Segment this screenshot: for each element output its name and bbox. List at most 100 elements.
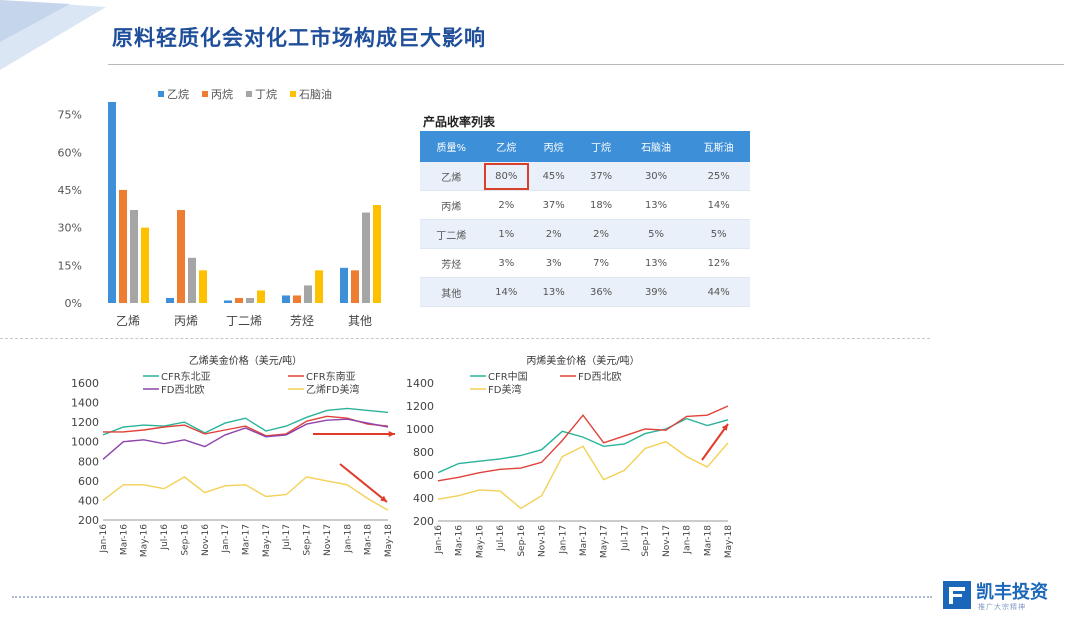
footer-divider	[12, 596, 932, 598]
highlighted-cell: 80%	[482, 162, 530, 191]
table-cell: 5%	[624, 219, 688, 249]
y-tick-label: 15%	[58, 259, 82, 272]
legend-label: FD美湾	[488, 383, 521, 396]
table-cell: 5%	[687, 219, 750, 249]
table-row: 丙烯 2% 37% 18% 13% 14%	[420, 190, 750, 220]
x-tick-label: 芳烃	[290, 314, 314, 328]
table-cell: 2%	[482, 190, 530, 220]
bar	[257, 290, 265, 303]
x-tick-label: Mar-18	[703, 525, 713, 556]
y-tick-label: 0%	[65, 297, 82, 310]
x-tick-label: Jul-16	[160, 524, 170, 551]
x-tick-label: May-16	[475, 525, 485, 558]
company-logo: 凯丰投资 推广大宗精神	[942, 578, 1067, 614]
table-cell: 39%	[624, 277, 688, 307]
y-tick-label: 600	[78, 475, 99, 488]
legend-label: FD西北欧	[161, 384, 204, 396]
x-tick-label: Nov-17	[662, 525, 672, 557]
table-row: 芳烃 3% 3% 7% 13% 12%	[420, 248, 750, 278]
legend-label: 丙烷	[211, 87, 233, 101]
series-line	[437, 417, 729, 474]
table-cell: 37%	[577, 162, 625, 191]
x-tick-label: Jan-18	[683, 525, 693, 555]
y-tick-label: 1200	[71, 416, 99, 429]
bar	[246, 297, 254, 303]
y-tick-label: 400	[78, 494, 99, 507]
trend-arrowhead	[721, 424, 728, 431]
x-tick-label: 其他	[348, 314, 372, 328]
table-cell: 18%	[577, 190, 625, 220]
x-tick-label: May-17	[262, 524, 272, 557]
legend-label: 乙烷	[167, 87, 189, 101]
y-tick-label: 1200	[406, 400, 434, 413]
table-title: 产品收率列表	[423, 115, 496, 129]
x-tick-label: Nov-17	[323, 524, 333, 556]
y-tick-label: 1000	[71, 436, 99, 449]
bar	[166, 297, 174, 303]
table-cell: 丁二烯	[420, 219, 483, 249]
x-tick-label: May-17	[600, 525, 610, 558]
x-tick-label: Nov-16	[538, 525, 548, 557]
bar	[293, 295, 301, 303]
bar	[362, 212, 370, 303]
x-tick-label: Sep-17	[641, 525, 651, 557]
table-row: 丁二烯 1% 2% 2% 5% 5%	[420, 219, 750, 249]
table-header: 丙烷	[529, 131, 578, 162]
x-tick-label: Nov-16	[201, 524, 211, 556]
y-tick-label: 60%	[58, 146, 82, 159]
x-tick-label: Mar-17	[579, 525, 589, 556]
bar	[177, 210, 185, 303]
legend-label: CFR东南亚	[306, 370, 356, 383]
yield-bar-chart: 乙烷 丙烷 丁烷 石脑油 75% 60% 45% 30% 15% 0% 乙烯 丙烯 丁二烯 芳烃 其他	[58, 87, 381, 328]
logo-name: 凯丰投资	[976, 582, 1048, 603]
title-divider	[108, 64, 1064, 65]
y-tick-label: 30%	[58, 222, 82, 235]
series-line	[437, 440, 729, 510]
table-cell: 45%	[529, 162, 578, 191]
yield-table: 质量% 乙烷 丙烷 丁烷 石脑油 瓦斯油 乙烯 80% 45% 37% 30% …	[420, 131, 750, 307]
table-cell: 13%	[624, 190, 688, 220]
series-line	[102, 476, 389, 511]
y-tick-label: 45%	[58, 184, 82, 197]
table-cell: 1%	[482, 219, 530, 249]
propylene-price-chart: 丙烯美金价格（美元/吨）140012001000800600400200Jan-…	[406, 354, 734, 558]
series-line	[102, 418, 389, 460]
y-tick-label: 200	[413, 515, 434, 528]
x-tick-label: May-18	[384, 524, 394, 557]
table-cell: 2%	[529, 219, 578, 249]
table-cell: 3%	[482, 248, 530, 278]
table-cell: 25%	[687, 162, 750, 191]
bar	[235, 297, 243, 303]
table-header: 丁烷	[577, 131, 625, 162]
trend-arrowhead	[388, 431, 395, 437]
bar	[315, 270, 323, 303]
bar	[373, 205, 381, 303]
table-header: 乙烷	[482, 131, 530, 162]
table-cell: 3%	[529, 248, 578, 278]
series-line	[102, 407, 389, 436]
x-tick-label: May-18	[724, 525, 734, 558]
x-tick-label: Sep-16	[517, 525, 527, 557]
legend-swatch	[290, 91, 296, 97]
y-tick-label: 400	[413, 492, 434, 505]
y-tick-label: 600	[413, 469, 434, 482]
table-cell: 37%	[529, 190, 578, 220]
x-tick-label: Sep-16	[180, 524, 190, 556]
legend-swatch	[158, 91, 164, 97]
table-cell: 14%	[482, 277, 530, 307]
trend-arrow	[701, 423, 729, 461]
series-line	[103, 415, 389, 437]
table-cell: 乙烯	[420, 162, 483, 191]
x-tick-label: Jul-16	[496, 525, 506, 552]
section-divider	[0, 338, 930, 339]
chart-title: 乙烯美金价格（美元/吨）	[189, 354, 302, 367]
bar	[199, 270, 207, 303]
table-header: 瓦斯油	[687, 131, 750, 162]
table-cell: 36%	[577, 277, 625, 307]
legend-swatch	[246, 91, 252, 97]
table-cell: 44%	[687, 277, 750, 307]
y-tick-label: 800	[413, 446, 434, 459]
x-tick-label: Mar-18	[364, 524, 374, 555]
trend-arrowhead	[380, 495, 387, 502]
table-header-row: 质量% 乙烷 丙烷 丁烷 石脑油 瓦斯油	[420, 131, 750, 162]
